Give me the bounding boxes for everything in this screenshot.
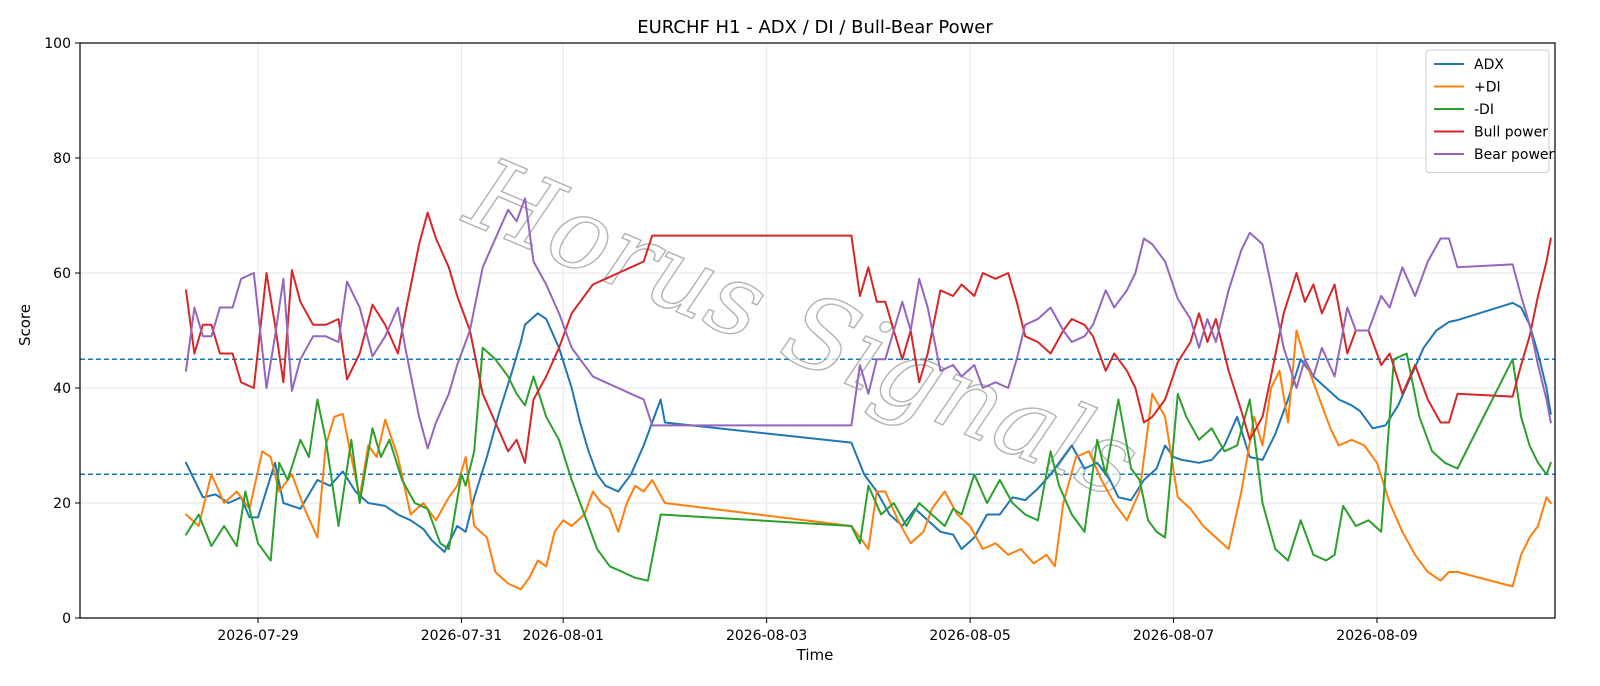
- x-tick-label: 2026-07-29: [217, 628, 298, 644]
- plot-frame: [79, 42, 1556, 619]
- y-axis-label: Score: [16, 304, 34, 346]
- y-tick-label: 40: [53, 381, 71, 397]
- grid: [80, 42, 1555, 619]
- legend-label: +DI: [1474, 80, 1501, 96]
- y-axis-ticks: 0 20 40 60 80 100: [44, 36, 80, 627]
- series-line-bull-power: [185, 211, 1552, 464]
- x-tick-label: 2026-08-07: [1133, 628, 1214, 644]
- x-axis-ticks: 2026-07-29 2026-07-31 2026-08-01 2026-08-03…: [217, 618, 1418, 644]
- x-axis-label: Time: [796, 646, 834, 664]
- legend: ADX +DI -DI Bull power Bear power: [1425, 49, 1555, 173]
- x-tick-label: 2026-08-03: [726, 628, 807, 644]
- chart-title: EURCHF H1 - ADX / DI / Bull-Bear Power: [637, 17, 993, 38]
- legend-label: Bull power: [1474, 125, 1548, 141]
- x-tick-label: 2026-08-01: [523, 628, 604, 644]
- y-tick-label: 80: [53, 151, 71, 167]
- series-lines: [185, 197, 1552, 591]
- legend-label: -DI: [1474, 102, 1494, 118]
- y-tick-label: 100: [44, 36, 71, 52]
- x-tick-label: 2026-07-31: [421, 628, 502, 644]
- y-tick-label: 0: [62, 611, 71, 627]
- legend-label: ADX: [1474, 57, 1504, 73]
- legend-box: [1425, 49, 1550, 173]
- x-tick-label: 2026-08-09: [1336, 628, 1417, 644]
- y-tick-label: 60: [53, 266, 71, 282]
- reference-lines: [80, 358, 1555, 475]
- y-tick-label: 20: [53, 496, 71, 512]
- series-line-di: [185, 329, 1552, 591]
- series-line-di: [185, 346, 1552, 582]
- legend-label: Bear power: [1474, 147, 1555, 163]
- series-line-bear-power: [185, 197, 1552, 450]
- x-tick-label: 2026-08-05: [929, 628, 1010, 644]
